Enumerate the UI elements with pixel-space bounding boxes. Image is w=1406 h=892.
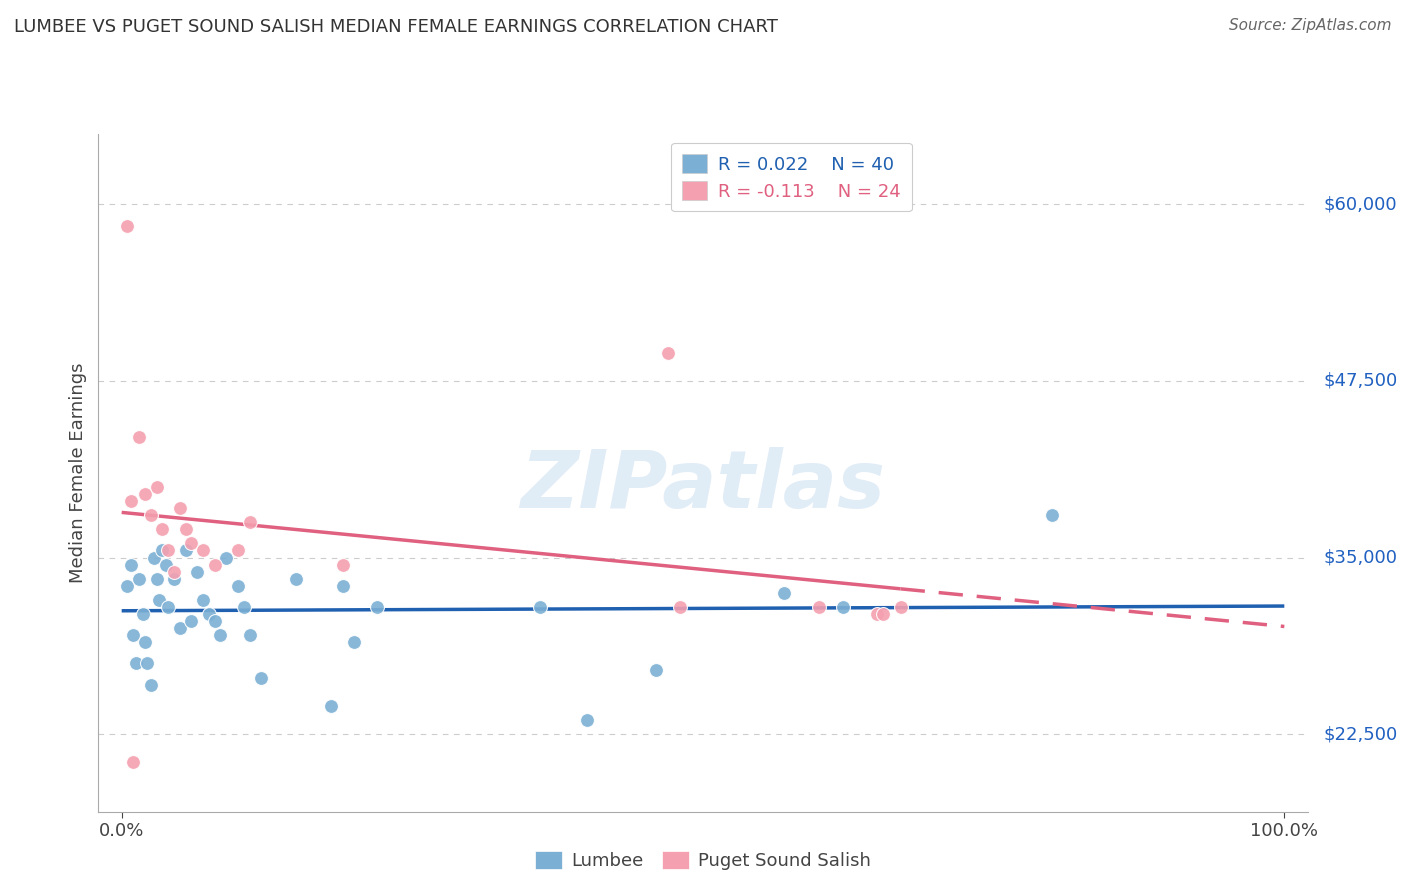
- Point: [529, 599, 551, 614]
- Point: [157, 543, 180, 558]
- Point: [157, 599, 180, 614]
- Point: [169, 621, 191, 635]
- Point: [128, 430, 150, 444]
- Point: [120, 494, 142, 508]
- Point: [174, 543, 197, 558]
- Point: [150, 522, 173, 536]
- Point: [890, 599, 912, 614]
- Legend: Lumbee, Puget Sound Salish: Lumbee, Puget Sound Salish: [529, 844, 877, 877]
- Point: [204, 614, 226, 628]
- Point: [148, 592, 170, 607]
- Point: [319, 698, 342, 713]
- Point: [226, 579, 249, 593]
- Point: [174, 522, 197, 536]
- Point: [198, 607, 221, 621]
- Point: [285, 572, 308, 586]
- Point: [117, 579, 139, 593]
- Point: [124, 657, 146, 671]
- Point: [169, 501, 191, 516]
- Point: [226, 543, 249, 558]
- Point: [866, 607, 889, 621]
- Point: [332, 558, 354, 572]
- Point: [209, 628, 232, 642]
- Point: [122, 756, 145, 770]
- Point: [668, 599, 690, 614]
- Point: [131, 607, 153, 621]
- Point: [120, 558, 142, 572]
- Point: [250, 671, 273, 685]
- Point: [145, 572, 167, 586]
- Point: [180, 614, 202, 628]
- Point: [343, 635, 366, 649]
- Point: [773, 586, 796, 600]
- Point: [204, 558, 226, 572]
- Point: [831, 599, 853, 614]
- Point: [136, 657, 159, 671]
- Point: [145, 480, 167, 494]
- Point: [239, 515, 262, 529]
- Point: [122, 628, 145, 642]
- Point: [155, 558, 177, 572]
- Text: Source: ZipAtlas.com: Source: ZipAtlas.com: [1229, 18, 1392, 33]
- Point: [117, 219, 139, 233]
- Point: [239, 628, 262, 642]
- Point: [180, 536, 202, 550]
- Text: $22,500: $22,500: [1323, 725, 1398, 743]
- Point: [645, 664, 668, 678]
- Point: [366, 599, 388, 614]
- Text: $35,000: $35,000: [1323, 549, 1398, 566]
- Point: [139, 678, 162, 692]
- Point: [575, 713, 598, 727]
- Text: LUMBEE VS PUGET SOUND SALISH MEDIAN FEMALE EARNINGS CORRELATION CHART: LUMBEE VS PUGET SOUND SALISH MEDIAN FEMA…: [14, 18, 778, 36]
- Point: [872, 607, 894, 621]
- Point: [808, 599, 831, 614]
- Point: [163, 565, 186, 579]
- Point: [128, 572, 150, 586]
- Point: [657, 345, 679, 359]
- Point: [215, 550, 238, 565]
- Text: $47,500: $47,500: [1323, 372, 1398, 390]
- Point: [232, 599, 254, 614]
- Point: [191, 592, 214, 607]
- Y-axis label: Median Female Earnings: Median Female Earnings: [69, 362, 87, 583]
- Text: ZIPatlas: ZIPatlas: [520, 447, 886, 525]
- Point: [1040, 508, 1063, 523]
- Point: [186, 565, 208, 579]
- Point: [143, 550, 166, 565]
- Point: [134, 487, 156, 501]
- Point: [150, 543, 173, 558]
- Point: [191, 543, 214, 558]
- Text: $60,000: $60,000: [1323, 195, 1398, 213]
- Point: [139, 508, 162, 523]
- Point: [134, 635, 156, 649]
- Point: [163, 572, 186, 586]
- Point: [332, 579, 354, 593]
